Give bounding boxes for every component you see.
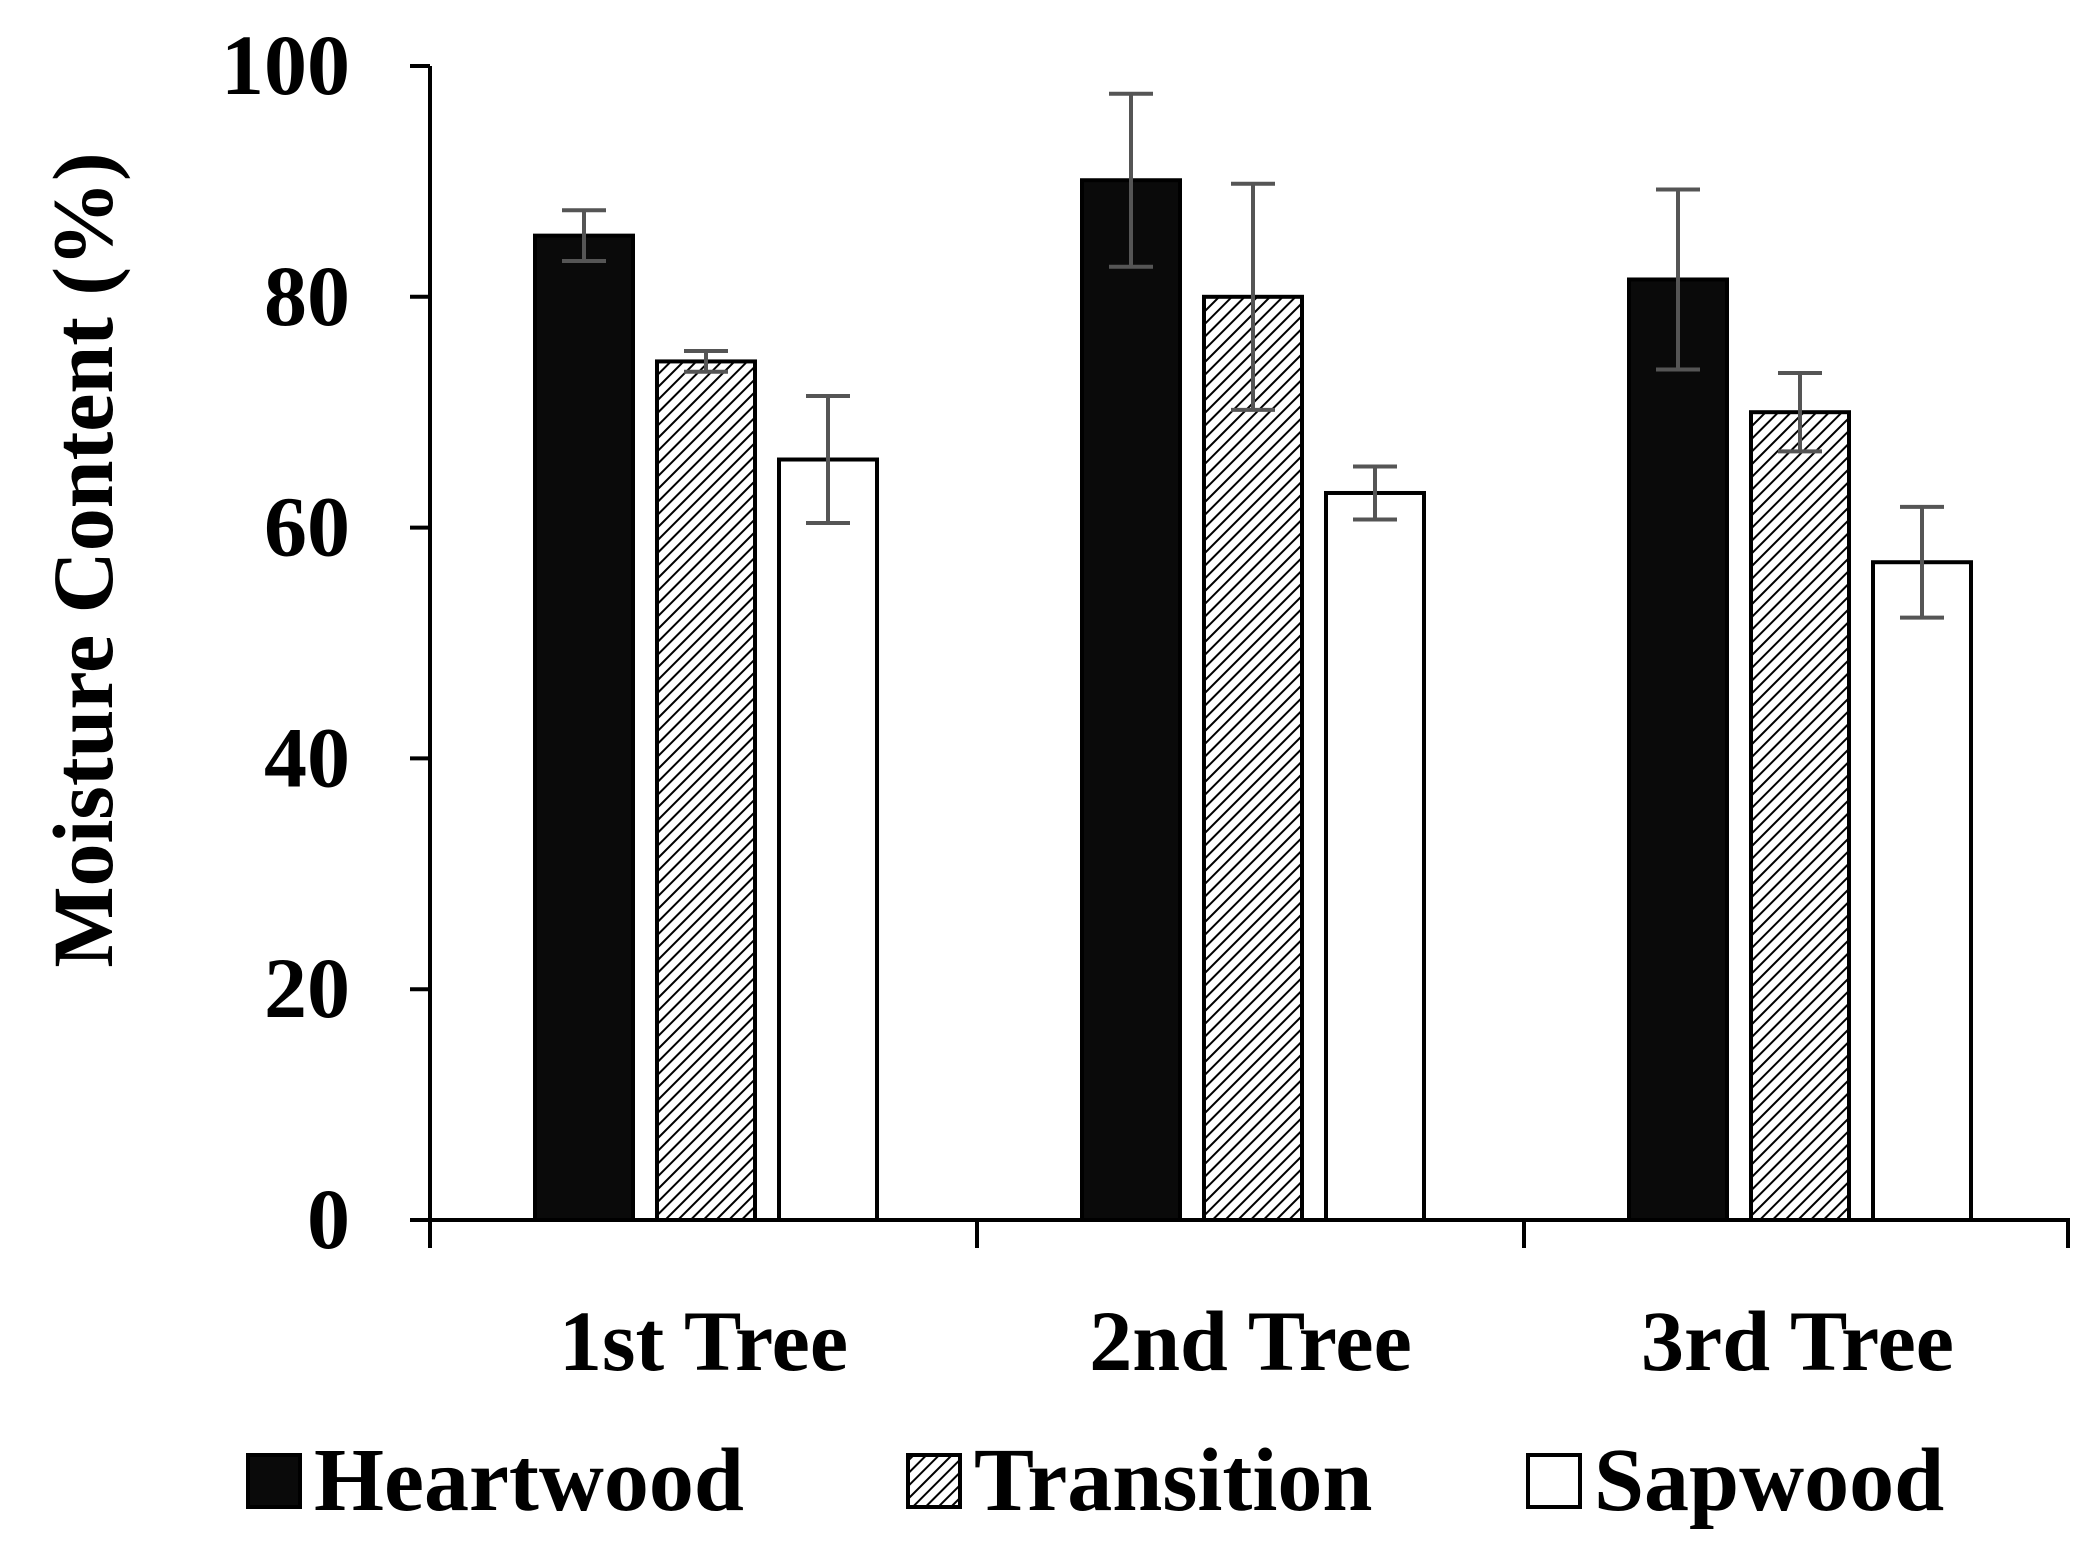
legend: Heartwood Transition Sapwood [246, 1431, 1944, 1530]
error-bars [562, 91, 1944, 620]
category-label: 1st Tree [559, 1293, 848, 1389]
legend-item-heartwood: Heartwood [246, 1431, 744, 1530]
y-tick-label: 40 [264, 709, 350, 805]
bar-sapwood-2 [1324, 490, 1426, 1223]
error-bar-heartwood-2 [1109, 91, 1153, 269]
y-axis-ticks: 0 20 40 60 80 100 [221, 17, 430, 1267]
y-tick-label: 100 [221, 17, 350, 113]
legend-label: Sapwood [1594, 1431, 1944, 1530]
x-axis-categories: 1st Tree 2nd Tree 3rd Tree [559, 1293, 1954, 1389]
bar-heartwood-2 [1080, 178, 1182, 1223]
category-label: 2nd Tree [1089, 1293, 1412, 1389]
legend-label: Transition [974, 1431, 1372, 1530]
error-bar-transition-2 [1231, 181, 1275, 412]
y-tick-label: 80 [264, 248, 350, 344]
axes [428, 66, 2070, 1248]
error-bar-transition-1 [684, 349, 728, 374]
error-bar-transition-3 [1778, 370, 1822, 454]
bar-heartwood-3 [1627, 277, 1729, 1222]
y-axis-title: Moisture Content (%) [35, 152, 131, 967]
bar-heartwood-1 [533, 233, 635, 1222]
legend-swatch [906, 1453, 962, 1509]
y-tick-label: 60 [264, 479, 350, 575]
bar-transition-2 [1202, 294, 1304, 1222]
y-tick-label: 0 [307, 1171, 350, 1267]
legend-swatch [1526, 1453, 1582, 1509]
bar-transition-3 [1749, 410, 1851, 1222]
error-bar-heartwood-1 [562, 208, 606, 264]
error-bar-sapwood-3 [1900, 504, 1944, 620]
legend-swatch [246, 1453, 302, 1509]
legend-item-transition: Transition [906, 1431, 1372, 1530]
bar-sapwood-1 [777, 457, 879, 1223]
bar-transition-1 [655, 359, 757, 1222]
error-bar-heartwood-3 [1656, 187, 1700, 372]
legend-item-sapwood: Sapwood [1526, 1431, 1944, 1530]
error-bar-sapwood-1 [806, 394, 850, 525]
error-bar-sapwood-2 [1353, 464, 1397, 522]
y-tick-label: 20 [264, 940, 350, 1036]
category-label: 3rd Tree [1641, 1293, 1954, 1389]
bar-sapwood-3 [1871, 560, 1973, 1222]
legend-label: Heartwood [314, 1431, 744, 1530]
